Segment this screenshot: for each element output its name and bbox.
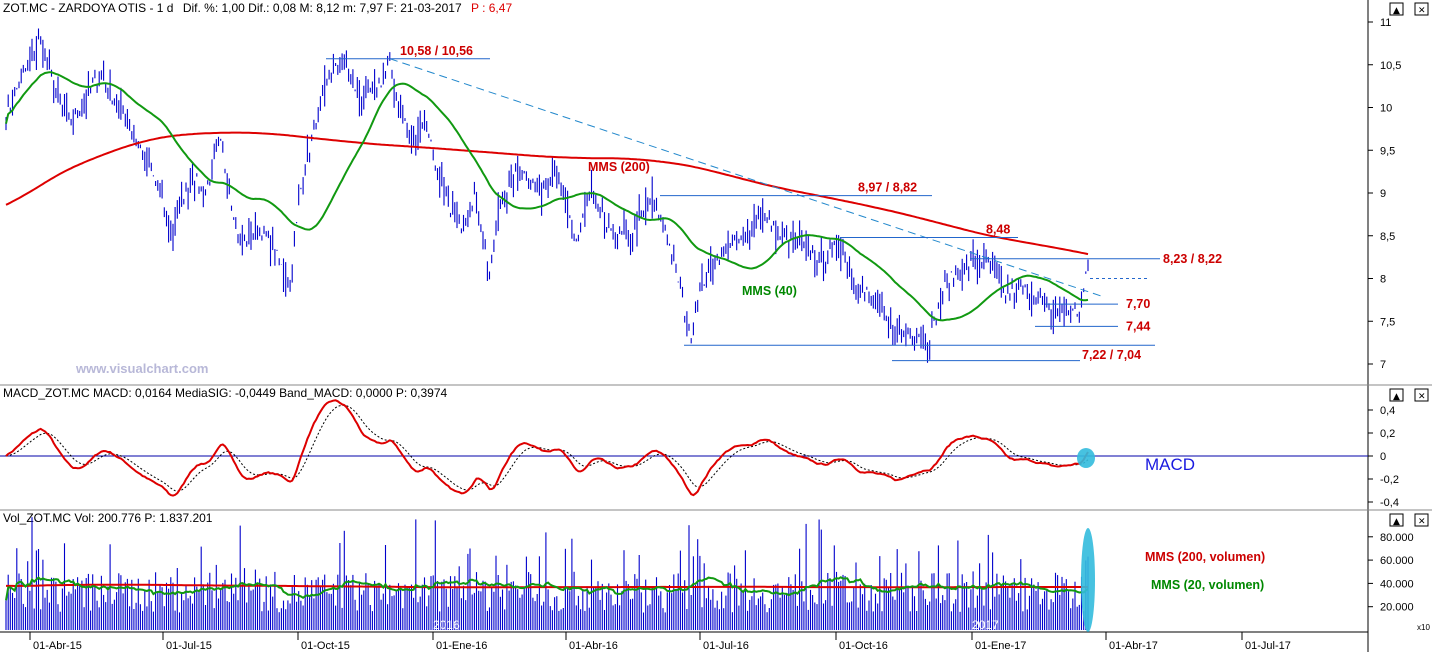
volume-mms20-line	[5, 576, 1089, 601]
scroll-up-icon: ▲	[1393, 6, 1400, 16]
mms200-annotation: MMS (200)	[588, 160, 650, 174]
volume-mms200-legend: MMS (200, volumen)	[1145, 550, 1265, 564]
time-tick-label: 01-Ene-17	[975, 640, 1026, 652]
macd-tick-label: -0,4	[1380, 497, 1399, 509]
volume-header: Vol_ZOT.MC Vol: 200.776 P: 1.837.201	[3, 511, 213, 525]
volume-tick-label: 80.000	[1380, 532, 1414, 544]
time-tick-label: 01-Ene-16	[436, 640, 487, 652]
price-tick-label: 10,5	[1380, 60, 1401, 72]
price-header: ZOT.MC - ZARDOYA OTIS - 1 d Dif. %: 1,00…	[3, 1, 512, 15]
level-label: 7,44	[1126, 319, 1150, 333]
year-mark-2017: 2017	[972, 618, 999, 632]
macd-tick-label: 0	[1380, 451, 1386, 463]
trendline	[389, 58, 1106, 298]
macd-tick-label: 0,4	[1380, 405, 1395, 417]
mms200-line	[5, 131, 1089, 256]
panel-controls-volume[interactable]: ▲ ✕	[1389, 513, 1429, 527]
price-plot: 10,58 / 10,56 8,97 / 8,82 8,48 8,23 / 8,22 7…	[5, 28, 1222, 363]
macd-label: MACD	[1145, 455, 1195, 474]
volume-scale-note: x10	[1417, 623, 1430, 632]
mms40-line	[5, 71, 1089, 322]
level-label: 8,23 / 8,22	[1163, 252, 1222, 266]
volume-plot	[5, 517, 1095, 632]
time-tick-label: 01-Oct-16	[839, 640, 888, 652]
panel-controls-price[interactable]: ▲ ✕	[1389, 2, 1429, 16]
price-tick-label: 8	[1380, 274, 1386, 286]
time-tick-label: 01-Jul-15	[166, 640, 212, 652]
macd-tick-label: 0,2	[1380, 428, 1395, 440]
level-label: 7,22 / 7,04	[1082, 348, 1141, 362]
price-tick-label: 9	[1380, 188, 1386, 200]
price-tick-label: 11	[1380, 17, 1391, 29]
level-label: 8,97 / 8,82	[858, 181, 917, 195]
volume-tick-label: 40.000	[1380, 578, 1414, 590]
scroll-up-icon: ▲	[1393, 517, 1400, 527]
price-tick-label: 10	[1380, 103, 1392, 115]
volume-tick-label: 20.000	[1380, 602, 1414, 614]
volume-mms20-legend: MMS (20, volumen)	[1151, 578, 1264, 592]
year-mark-2016: 2016	[433, 618, 460, 632]
mms40-annotation: MMS (40)	[742, 284, 797, 298]
macd-tick-label: -0,2	[1380, 474, 1399, 486]
macd-highlight	[1077, 448, 1095, 468]
price-tick-label: 7,5	[1380, 316, 1395, 328]
scroll-up-icon: ▲	[1393, 392, 1400, 402]
price-tick-label: 9,5	[1380, 145, 1395, 157]
level-label: 7,70	[1126, 297, 1150, 311]
macd-line	[5, 399, 1089, 497]
macd-header: MACD_ZOT.MC MACD: 0,0164 MediaSIG: -0,04…	[3, 386, 448, 400]
axis-ticks: 11 10,5 10 9,5 9 8,5 8 7,5 7 0,4 0,2 0 -0,2 -0,4 80.00…	[29, 17, 1414, 652]
time-tick-label: 01-Abr-16	[569, 640, 618, 652]
price-tick-label: 7	[1380, 359, 1386, 371]
level-label: 8,48	[986, 223, 1010, 237]
close-icon: ✕	[1418, 517, 1426, 527]
level-label: 10,58 / 10,56	[400, 44, 473, 58]
close-icon: ✕	[1418, 392, 1426, 402]
macd-plot	[0, 399, 1368, 497]
price-tick-label: 8,5	[1380, 231, 1395, 243]
close-icon: ✕	[1418, 6, 1426, 16]
volume-highlight	[1081, 528, 1095, 632]
time-tick-label: 01-Jul-17	[1245, 640, 1291, 652]
volume-tick-label: 60.000	[1380, 555, 1414, 567]
time-tick-label: 01-Abr-15	[33, 640, 82, 652]
time-tick-label: 01-Abr-17	[1109, 640, 1158, 652]
time-tick-label: 01-Oct-15	[301, 640, 350, 652]
time-tick-label: 01-Jul-16	[703, 640, 749, 652]
watermark: www.visualchart.com	[75, 361, 208, 376]
panel-controls-macd[interactable]: ▲ ✕	[1389, 388, 1429, 402]
